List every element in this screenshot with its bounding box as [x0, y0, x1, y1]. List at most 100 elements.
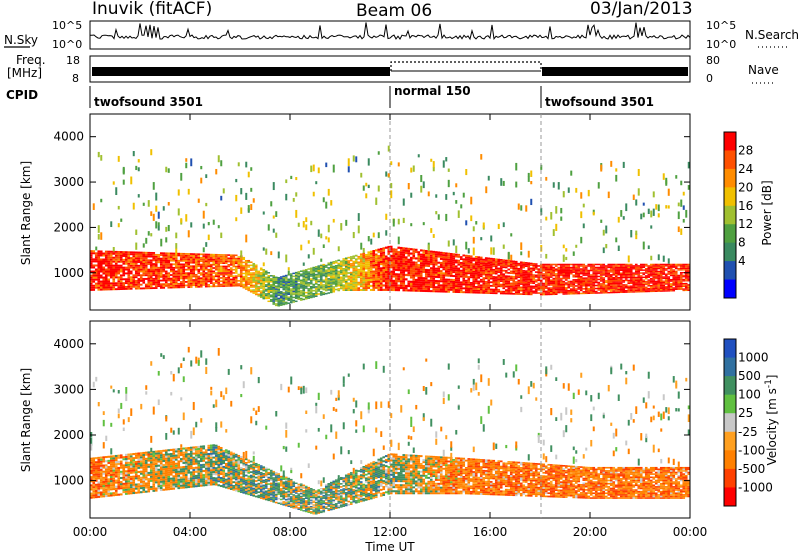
- data-cell: [637, 288, 641, 290]
- data-cell: [212, 277, 216, 279]
- data-cell: [239, 271, 243, 273]
- data-cell: [504, 270, 508, 272]
- data-cell: [382, 247, 386, 250]
- data-cell: [317, 288, 321, 291]
- data-cell: [129, 276, 133, 279]
- data-cell: [207, 253, 211, 256]
- scatter-cell: [132, 151, 135, 157]
- data-cell: [592, 271, 596, 273]
- data-cell: [102, 278, 106, 281]
- data-cell: [617, 281, 621, 283]
- data-cell: [304, 281, 308, 283]
- data-cell: [99, 456, 103, 459]
- data-cell: [232, 262, 236, 265]
- scatter-cell: [312, 164, 315, 172]
- data-cell: [109, 250, 113, 253]
- scatter-cell: [552, 229, 555, 237]
- data-cell: [222, 275, 226, 278]
- data-cell: [639, 265, 643, 267]
- data-cell: [239, 279, 243, 281]
- data-cell: [299, 297, 303, 300]
- data-cell: [562, 276, 566, 278]
- data-cell: [524, 270, 528, 272]
- data-cell: [364, 275, 368, 278]
- data-cell: [102, 482, 106, 486]
- data-cell: [619, 288, 623, 291]
- scatter-cell: [97, 225, 100, 233]
- freq-tick-bottom: 8: [72, 72, 79, 85]
- data-cell: [447, 266, 451, 269]
- data-cell: [132, 257, 136, 260]
- data-cell: [639, 276, 643, 279]
- data-cell: [92, 477, 96, 480]
- scatter-cell: [235, 194, 238, 202]
- data-cell: [147, 283, 151, 286]
- data-cell: [522, 293, 526, 295]
- data-cell: [532, 275, 536, 278]
- scatter-cell: [680, 199, 683, 207]
- scatter-cell: [652, 208, 655, 216]
- data-cell: [362, 285, 366, 288]
- data-cell: [99, 260, 103, 263]
- data-cell: [102, 491, 106, 494]
- data-cell: [424, 262, 428, 265]
- data-cell: [354, 278, 358, 281]
- data-cell: [97, 262, 101, 265]
- data-cell: [109, 461, 113, 464]
- data-cell: [502, 275, 506, 277]
- data-cell: [94, 463, 98, 466]
- data-cell: [684, 277, 688, 279]
- data-cell: [149, 277, 153, 280]
- data-cell: [219, 265, 223, 268]
- scatter-cell: [102, 411, 105, 416]
- data-cell: [187, 286, 191, 288]
- data-cell: [227, 260, 231, 263]
- data-cell: [102, 495, 106, 498]
- data-cell: [394, 273, 398, 276]
- data-cell: [354, 283, 358, 286]
- data-cell: [464, 258, 468, 261]
- data-cell: [322, 271, 326, 274]
- data-cell: [612, 290, 616, 292]
- data-cell: [252, 272, 256, 274]
- data-cell: [322, 279, 326, 282]
- data-cell: [364, 279, 368, 282]
- data-cell: [464, 275, 468, 278]
- data-cell: [504, 290, 508, 293]
- data-cell: [214, 257, 218, 259]
- data-cell: [414, 285, 418, 288]
- data-cell: [227, 272, 231, 274]
- data-cell: [592, 266, 596, 269]
- data-cell: [597, 281, 601, 284]
- data-cell: [402, 286, 406, 290]
- scatter-cell: [310, 220, 313, 226]
- data-cell: [574, 269, 578, 272]
- data-cell: [257, 287, 261, 289]
- data-cell: [574, 292, 578, 295]
- data-cell: [564, 277, 568, 280]
- data-cell: [402, 260, 406, 263]
- data-cell: [574, 279, 578, 281]
- data-cell: [527, 262, 531, 265]
- data-cell: [337, 267, 341, 270]
- data-cell: [129, 278, 133, 281]
- data-cell: [114, 254, 118, 257]
- data-cell: [224, 280, 228, 282]
- data-cell: [534, 288, 538, 291]
- data-cell: [502, 287, 506, 290]
- data-cell: [239, 256, 243, 259]
- data-cell: [564, 286, 568, 289]
- data-cell: [249, 283, 253, 285]
- data-cell: [544, 281, 548, 283]
- data-cell: [637, 280, 641, 283]
- data-cell: [559, 269, 563, 272]
- data-cell: [489, 259, 493, 262]
- data-cell: [137, 251, 141, 254]
- data-cell: [92, 280, 96, 283]
- data-cell: [112, 278, 116, 281]
- data-cell: [529, 291, 533, 294]
- data-cell: [462, 262, 466, 265]
- scatter-cell: [152, 213, 155, 221]
- data-cell: [662, 280, 666, 282]
- data-cell: [122, 484, 126, 487]
